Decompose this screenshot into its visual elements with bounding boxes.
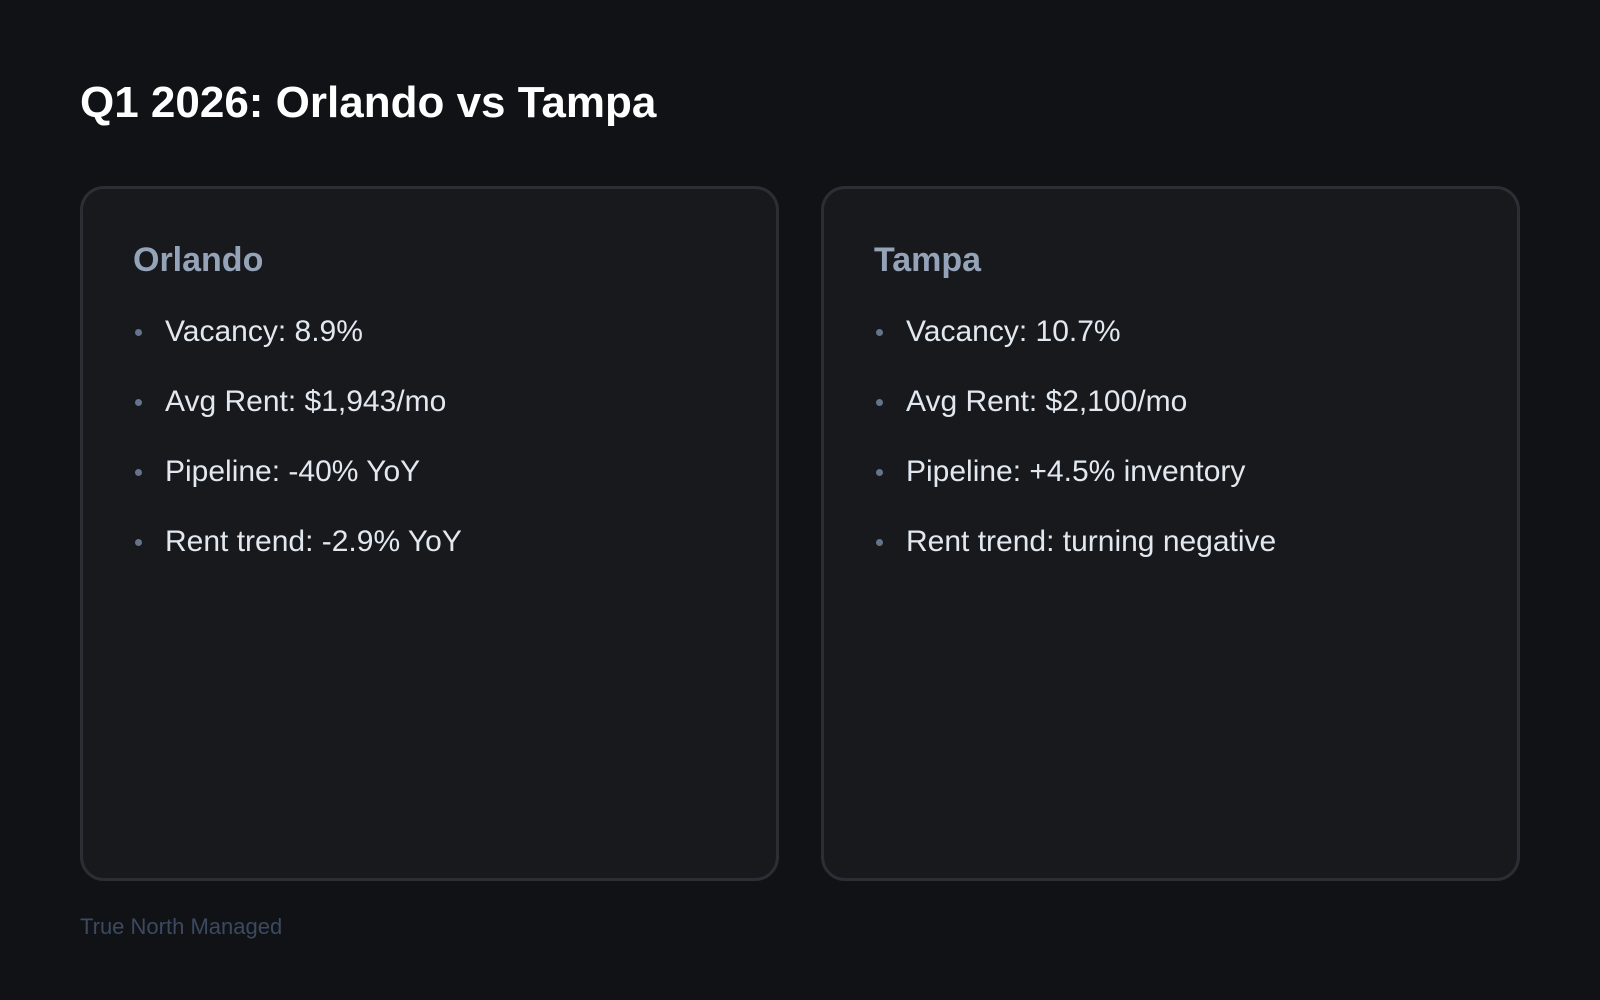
item-text: Rent trend: turning negative	[906, 525, 1277, 558]
item-text: Vacancy: 8.9%	[165, 315, 363, 348]
list-item: Rent trend: turning negative	[874, 524, 1467, 594]
item-text: Pipeline: +4.5% inventory	[906, 455, 1246, 488]
item-text: Avg Rent: $1,943/mo	[165, 385, 447, 418]
card-tampa: Tampa Vacancy: 10.7% Avg Rent: $2,100/mo…	[821, 186, 1520, 881]
bullet-icon	[135, 539, 142, 546]
bullet-icon	[876, 539, 883, 546]
bullet-icon	[876, 329, 883, 336]
card-orlando: Orlando Vacancy: 8.9% Avg Rent: $1,943/m…	[80, 186, 779, 881]
list-item: Vacancy: 8.9%	[133, 314, 726, 384]
list-item: Avg Rent: $1,943/mo	[133, 384, 726, 454]
comparison-cards: Orlando Vacancy: 8.9% Avg Rent: $1,943/m…	[80, 186, 1520, 881]
bullet-icon	[876, 399, 883, 406]
item-text: Pipeline: -40% YoY	[165, 455, 421, 488]
footer-brand: True North Managed	[80, 914, 283, 939]
list-item: Rent trend: -2.9% YoY	[133, 524, 726, 594]
item-text: Rent trend: -2.9% YoY	[165, 525, 462, 558]
list-item: Vacancy: 10.7%	[874, 314, 1467, 384]
list-item: Pipeline: +4.5% inventory	[874, 454, 1467, 524]
item-text: Avg Rent: $2,100/mo	[906, 385, 1188, 418]
metrics-list: Vacancy: 8.9% Avg Rent: $1,943/mo Pipeli…	[133, 314, 726, 594]
city-heading: Tampa	[874, 241, 982, 279]
bullet-icon	[135, 469, 142, 476]
item-text: Vacancy: 10.7%	[906, 315, 1121, 348]
list-item: Pipeline: -40% YoY	[133, 454, 726, 524]
metrics-list: Vacancy: 10.7% Avg Rent: $2,100/mo Pipel…	[874, 314, 1467, 594]
page-title: Q1 2026: Orlando vs Tampa	[80, 78, 657, 127]
bullet-icon	[135, 399, 142, 406]
bullet-icon	[135, 329, 142, 336]
bullet-icon	[876, 469, 883, 476]
city-heading: Orlando	[133, 241, 264, 279]
list-item: Avg Rent: $2,100/mo	[874, 384, 1467, 454]
